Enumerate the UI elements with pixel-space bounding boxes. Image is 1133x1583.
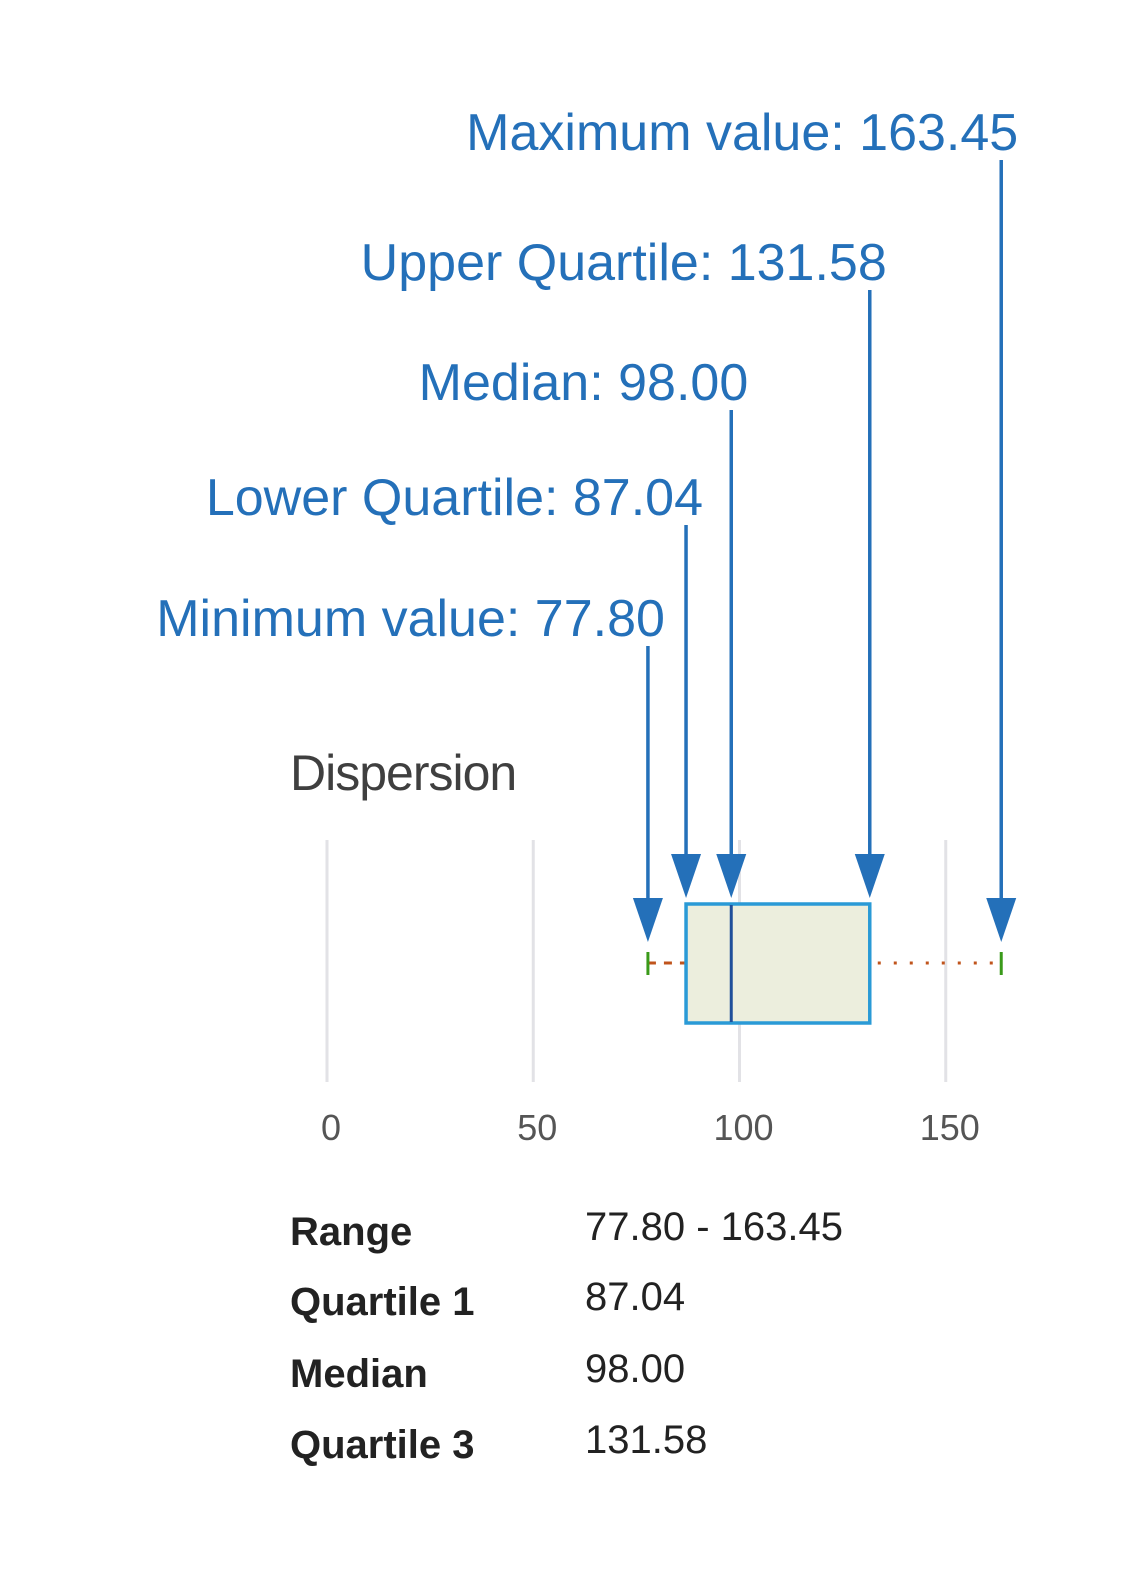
arrow-head-icon bbox=[671, 854, 702, 898]
table-row-value: 87.04 bbox=[585, 1275, 685, 1319]
tick-label: 0 bbox=[321, 1107, 341, 1148]
table-row-label: Median bbox=[290, 1352, 428, 1396]
table-row-value: 77.80 - 163.45 bbox=[585, 1205, 843, 1249]
table-row-label: Range bbox=[290, 1210, 412, 1254]
annotation-label-q3: Upper Quartile: 131.58 bbox=[361, 234, 887, 292]
table-row-value: 131.58 bbox=[585, 1418, 707, 1462]
table-row-label: Quartile 3 bbox=[290, 1423, 475, 1467]
arrow-head-icon bbox=[986, 898, 1017, 942]
arrow-head-icon bbox=[716, 854, 747, 898]
iqr-box bbox=[684, 902, 872, 1025]
annotations: Maximum value: 163.45 Upper Quartile: 131… bbox=[156, 104, 1018, 942]
table-row-value: 98.00 bbox=[585, 1347, 685, 1391]
tick-label: 150 bbox=[920, 1107, 980, 1148]
box-plot bbox=[646, 902, 1003, 1025]
x-axis-ticks: 0 50 100 150 bbox=[321, 1107, 980, 1148]
tick-label: 50 bbox=[517, 1107, 557, 1148]
summary-table: Range 77.80 - 163.45 Quartile 1 87.04 Median… bbox=[290, 1205, 843, 1467]
annotation-label-max: Maximum value: 163.45 bbox=[466, 104, 1018, 162]
annotation-label-min: Minimum value: 77.80 bbox=[156, 590, 665, 648]
annotation-label-q1: Lower Quartile: 87.04 bbox=[206, 469, 703, 527]
tick-label: 100 bbox=[713, 1107, 773, 1148]
arrow-head-icon bbox=[854, 854, 885, 898]
table-row-label: Quartile 1 bbox=[290, 1280, 475, 1324]
arrow-head-icon bbox=[632, 898, 663, 942]
annotation-label-median: Median: 98.00 bbox=[419, 354, 749, 412]
chart-title: Dispersion bbox=[290, 745, 516, 801]
